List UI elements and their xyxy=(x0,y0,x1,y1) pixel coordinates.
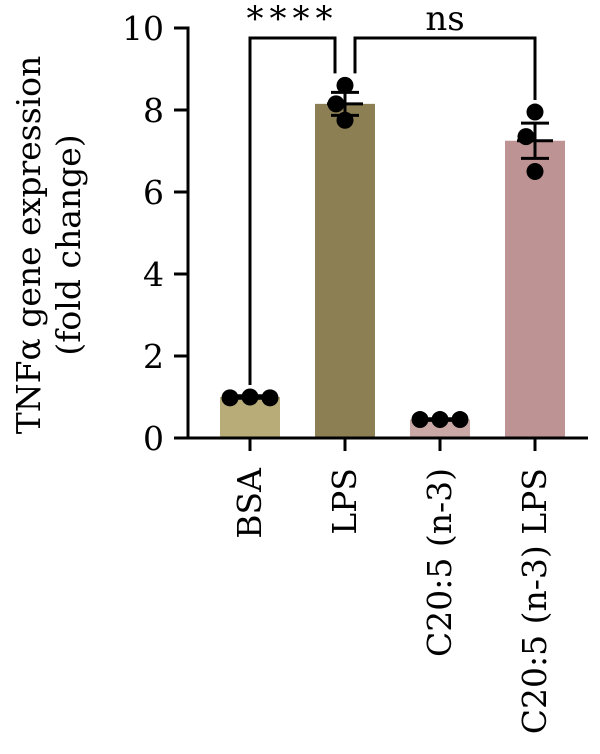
significance-label-0: **** xyxy=(247,0,339,39)
significance-brackets: **** ns xyxy=(247,0,537,385)
data-point-1-2 xyxy=(336,111,354,129)
data-point-3-2 xyxy=(526,163,544,180)
x-tick-label-1: LPS xyxy=(325,468,364,535)
data-point-1-1 xyxy=(327,95,345,113)
data-point-3-0 xyxy=(526,103,544,121)
data-point-0-2 xyxy=(261,389,279,407)
x-tick-label-3: C20:5 (n-3) LPS xyxy=(515,468,554,734)
y-tick-label-8: 8 xyxy=(143,91,164,130)
y-tick-label-2: 2 xyxy=(143,337,164,376)
data-point-2-0 xyxy=(411,411,429,429)
y-tick-label-4: 4 xyxy=(143,255,164,294)
y-axis-title: TNFα gene expression (fold change) xyxy=(9,56,88,435)
x-tick-label-2: C20:5 (n-3) xyxy=(420,468,459,657)
data-point-2-2 xyxy=(451,411,469,429)
y-tick-label-10: 10 xyxy=(122,9,164,48)
y-axis-title-line-2: (fold change) xyxy=(49,134,88,355)
y-axis-title-line-1: TNFα gene expression xyxy=(9,56,48,435)
data-point-3-1 xyxy=(517,128,535,146)
data-point-1-0 xyxy=(336,76,354,94)
error-bars xyxy=(232,90,553,422)
data-point-0-0 xyxy=(221,389,239,407)
y-tick-label-0: 0 xyxy=(143,419,164,458)
significance-label-1: ns xyxy=(425,0,464,39)
significance-bracket-0 xyxy=(248,36,337,385)
x-tick-label-0: BSA xyxy=(230,467,269,539)
data-point-2-1 xyxy=(431,411,449,429)
bar-1 xyxy=(315,103,375,438)
bar-3 xyxy=(505,140,565,438)
data-point-0-1 xyxy=(241,388,259,406)
y-axis: 0 2 4 6 8 10 xyxy=(122,9,190,458)
bars xyxy=(220,103,565,438)
significance-bracket-1 xyxy=(353,36,537,101)
x-axis: BSA LPS C20:5 (n-3) C20:5 (n-3) LPS xyxy=(186,436,588,734)
data-points xyxy=(221,76,544,429)
y-tick-label-6: 6 xyxy=(143,173,164,212)
